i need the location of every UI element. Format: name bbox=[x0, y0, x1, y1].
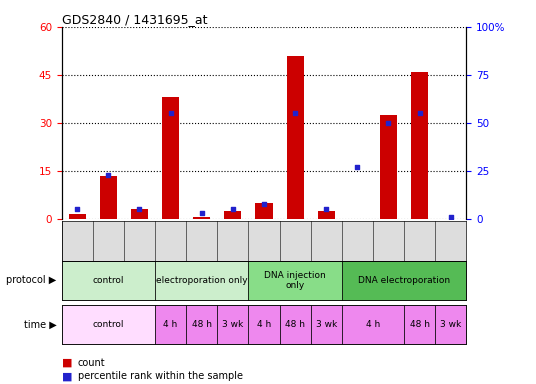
Bar bbox=[342, 261, 466, 300]
Text: 4 h: 4 h bbox=[257, 320, 271, 329]
Text: control: control bbox=[93, 320, 124, 329]
Bar bbox=[248, 305, 280, 344]
Text: 3 wk: 3 wk bbox=[222, 320, 243, 329]
Bar bbox=[162, 97, 179, 219]
Point bbox=[197, 210, 206, 216]
Point bbox=[322, 206, 331, 212]
Text: percentile rank within the sample: percentile rank within the sample bbox=[78, 371, 243, 381]
Text: DNA electroporation: DNA electroporation bbox=[358, 276, 450, 285]
Bar bbox=[287, 56, 304, 219]
Point bbox=[353, 164, 362, 170]
Text: time ▶: time ▶ bbox=[24, 319, 56, 329]
Bar bbox=[248, 261, 342, 300]
Bar bbox=[69, 214, 86, 219]
Bar bbox=[62, 305, 155, 344]
Bar bbox=[280, 305, 311, 344]
Bar bbox=[62, 261, 155, 300]
Text: 3 wk: 3 wk bbox=[440, 320, 461, 329]
Bar bbox=[224, 211, 241, 219]
Bar bbox=[256, 203, 272, 219]
Point bbox=[228, 206, 237, 212]
Text: protocol ▶: protocol ▶ bbox=[6, 275, 56, 285]
Text: ■: ■ bbox=[62, 371, 72, 381]
Text: electroporation only: electroporation only bbox=[156, 276, 248, 285]
Bar bbox=[318, 211, 335, 219]
Point bbox=[135, 206, 144, 212]
Bar bbox=[100, 176, 117, 219]
Point bbox=[73, 206, 81, 212]
Bar bbox=[155, 305, 186, 344]
Bar bbox=[435, 305, 466, 344]
Bar bbox=[155, 261, 248, 300]
Text: 4 h: 4 h bbox=[163, 320, 178, 329]
Text: 48 h: 48 h bbox=[410, 320, 430, 329]
Text: DNA injection
only: DNA injection only bbox=[264, 271, 326, 290]
Point bbox=[104, 172, 113, 178]
Point bbox=[291, 110, 300, 116]
Point bbox=[166, 110, 175, 116]
Point bbox=[446, 214, 455, 220]
Bar bbox=[411, 72, 428, 219]
Point bbox=[260, 200, 269, 207]
Bar bbox=[404, 305, 435, 344]
Text: GDS2840 / 1431695_at: GDS2840 / 1431695_at bbox=[62, 13, 207, 26]
Bar bbox=[311, 305, 342, 344]
Bar bbox=[193, 217, 210, 219]
Bar bbox=[380, 115, 397, 219]
Text: 48 h: 48 h bbox=[285, 320, 305, 329]
Text: ■: ■ bbox=[62, 358, 72, 368]
Bar bbox=[342, 305, 404, 344]
Text: 4 h: 4 h bbox=[366, 320, 380, 329]
Text: 3 wk: 3 wk bbox=[316, 320, 337, 329]
Text: count: count bbox=[78, 358, 106, 368]
Text: control: control bbox=[93, 276, 124, 285]
Bar bbox=[186, 305, 217, 344]
Point bbox=[415, 110, 424, 116]
Point bbox=[384, 120, 393, 126]
Bar bbox=[217, 305, 248, 344]
Text: 48 h: 48 h bbox=[192, 320, 212, 329]
Bar bbox=[131, 209, 148, 219]
